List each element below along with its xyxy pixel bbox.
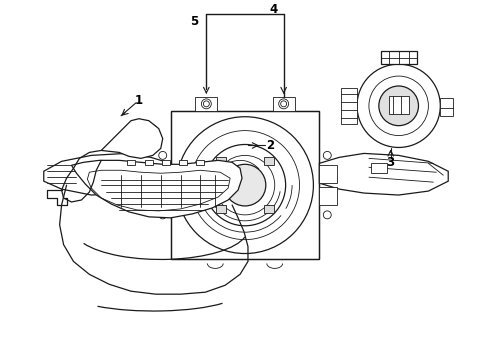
- Circle shape: [203, 101, 209, 107]
- Polygon shape: [371, 163, 387, 173]
- Polygon shape: [101, 119, 163, 158]
- Polygon shape: [319, 153, 448, 195]
- Circle shape: [323, 152, 331, 159]
- Polygon shape: [381, 51, 416, 64]
- Polygon shape: [162, 160, 170, 165]
- Circle shape: [159, 211, 167, 219]
- Circle shape: [94, 165, 112, 183]
- Circle shape: [369, 76, 428, 136]
- Text: 1: 1: [135, 94, 143, 107]
- Polygon shape: [216, 157, 226, 165]
- Ellipse shape: [176, 117, 314, 253]
- Ellipse shape: [191, 131, 299, 240]
- Ellipse shape: [224, 164, 266, 206]
- Polygon shape: [196, 97, 217, 111]
- Circle shape: [159, 152, 167, 159]
- Text: 2: 2: [266, 139, 274, 152]
- Polygon shape: [127, 160, 135, 165]
- Polygon shape: [264, 205, 274, 213]
- Ellipse shape: [204, 144, 286, 226]
- Polygon shape: [153, 165, 171, 183]
- Circle shape: [201, 99, 211, 109]
- Ellipse shape: [215, 156, 275, 215]
- Circle shape: [379, 86, 418, 126]
- Text: 5: 5: [190, 15, 198, 28]
- Polygon shape: [178, 160, 187, 165]
- Polygon shape: [319, 187, 337, 205]
- Circle shape: [323, 211, 331, 219]
- Polygon shape: [196, 160, 204, 165]
- Polygon shape: [216, 205, 226, 213]
- Polygon shape: [72, 160, 242, 218]
- Polygon shape: [273, 97, 294, 111]
- Text: 4: 4: [270, 3, 278, 16]
- Polygon shape: [153, 187, 171, 205]
- Circle shape: [281, 101, 287, 107]
- Polygon shape: [389, 96, 409, 114]
- Polygon shape: [341, 88, 357, 124]
- Polygon shape: [319, 165, 337, 183]
- Polygon shape: [171, 111, 319, 260]
- Text: 3: 3: [387, 156, 395, 169]
- Polygon shape: [44, 153, 171, 195]
- Circle shape: [357, 64, 441, 148]
- Polygon shape: [264, 157, 274, 165]
- Polygon shape: [441, 98, 453, 116]
- Polygon shape: [145, 160, 153, 165]
- Circle shape: [279, 99, 289, 109]
